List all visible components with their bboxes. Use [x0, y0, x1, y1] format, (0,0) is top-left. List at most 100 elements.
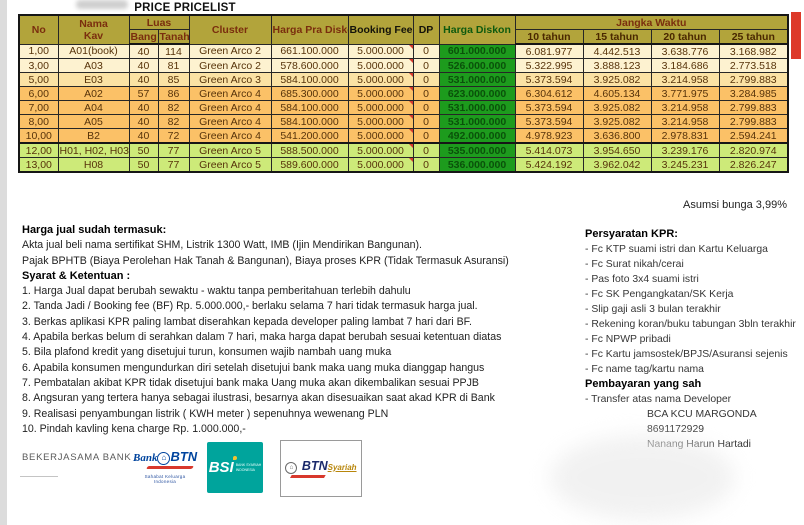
- cell-kav: H08: [57, 157, 130, 173]
- included-lines: Akta jual beli nama sertifikat SHM, List…: [22, 238, 567, 269]
- cell-fee: 5.000.000: [347, 157, 414, 173]
- cell-t20: 2.978.831: [650, 128, 720, 144]
- term-item: 7. Pembatalan akibat KPR tidak disetujui…: [22, 376, 479, 389]
- cell-dp: 0: [412, 58, 440, 73]
- col-header-harga-pra-diskon: Harga Pra Diskon: [270, 14, 349, 45]
- cell-t10: 5.373.594: [514, 114, 584, 129]
- term-item: 9. Realisasi penyambungan listrik ( KWH …: [22, 407, 389, 420]
- col-header-tenor-10: 10 tahun: [514, 29, 584, 45]
- cell-bang: 40: [128, 58, 159, 73]
- kpr-item: - Fc Surat nikah/cerai: [585, 259, 684, 270]
- table-row: 8,00 A05 40 82 Green Arco 4 584.100.000 5.000.…: [18, 114, 789, 129]
- cell-pra: 584.100.000: [270, 114, 349, 129]
- cell-t25: 2.799.883: [718, 72, 789, 87]
- kpr-item: - Rekening koran/buku tabungan 3bln tera…: [585, 319, 796, 330]
- included-line: Akta jual beli nama sertifikat SHM, List…: [22, 239, 422, 252]
- cell-no: 7,00: [18, 100, 59, 115]
- cell-t25: 2.820.974: [718, 142, 789, 158]
- kpr-item: - Fc SK Pengangkatan/SK Kerja: [585, 289, 734, 300]
- faint-line: [20, 476, 58, 477]
- table-row: 7,00 A04 40 82 Green Arco 4 584.100.000 5.000.…: [18, 100, 789, 115]
- price-table-body: 1,00 A01(book) 40 114 Green Arco 2 661.100.00…: [18, 43, 789, 173]
- cell-diskon: 531.000.000: [438, 100, 516, 115]
- red-swoosh-icon: [146, 466, 194, 469]
- bank-partners-label: BEKERJASAMA BANK :: [22, 452, 139, 463]
- bank-btn-word: Bank: [133, 452, 158, 464]
- cell-t10: 4.978.923: [514, 128, 584, 144]
- term-item: 3. Berkas aplikasi KPR paling lambat dis…: [22, 315, 472, 328]
- cell-pra: 661.100.000: [270, 43, 349, 59]
- term-item: 5. Bila plafond kredit yang disetujui tu…: [22, 346, 392, 359]
- cell-t20: 3.214.958: [650, 72, 720, 87]
- term-item: 8. Angsuran yang tertera hanya sebagai i…: [22, 392, 495, 405]
- cell-fee: 5.000.000: [347, 86, 414, 101]
- kpr-item: - Pas foto 3x4 suami istri: [585, 274, 699, 285]
- term-item: 2. Tanda Jadi / Booking fee (BF) Rp. 5.0…: [22, 300, 478, 313]
- cell-kav: A01(book): [57, 43, 130, 59]
- cell-t15: 3.925.082: [582, 100, 652, 115]
- payment-detail: 8691172929: [647, 424, 705, 435]
- cell-kav: E03: [57, 72, 130, 87]
- cell-t15: 3.636.800: [582, 128, 652, 144]
- cell-dp: 0: [412, 142, 440, 158]
- left-edge-strip: [0, 0, 7, 525]
- kpr-item: - Fc Kartu jamsostek/BPJS/Asuransi sejen…: [585, 349, 788, 360]
- term-item: 10. Pindah kavling kena charge Rp. 1.000…: [22, 422, 246, 435]
- table-row: 10,00 B2 40 72 Green Arco 4 541.200.000 5.000.…: [18, 128, 789, 144]
- cell-dp: 0: [412, 72, 440, 87]
- kpr-item: - Fc NPWP pribadi: [585, 334, 671, 345]
- cell-kav: B2: [57, 128, 130, 144]
- cell-tanah: 72: [157, 128, 190, 144]
- term-item: 1. Harga Jual dapat berubah sewaktu - wa…: [22, 285, 411, 298]
- price-table-header: No Nama Kav Luas Cluster Harga Pra Disko…: [18, 14, 789, 45]
- cell-dp: 0: [412, 100, 440, 115]
- cell-diskon: 531.000.000: [438, 72, 516, 87]
- cell-fee: 5.000.000: [347, 72, 414, 87]
- cell-t20: 3.245.231: [650, 157, 720, 173]
- cell-no: 12,00: [18, 142, 59, 158]
- table-row: 5,00 E03 40 85 Green Arco 3 584.100.000 5.000.…: [18, 72, 789, 87]
- cell-bang: 50: [128, 157, 159, 173]
- cell-dp: 0: [412, 86, 440, 101]
- cell-no: 8,00: [18, 114, 59, 129]
- house-icon: ⌂: [285, 461, 298, 474]
- table-row: 6,00 A02 57 86 Green Arco 4 685.300.000 5.000.…: [18, 86, 789, 101]
- price-table: No Nama Kav Luas Cluster Harga Pra Disko…: [18, 14, 790, 173]
- kpr-item: - Fc name tag/kartu nama: [585, 364, 704, 375]
- bank-btn-acronym: BTN: [170, 449, 198, 464]
- col-header-luas: Luas: [128, 14, 190, 30]
- cell-tanah: 82: [157, 114, 190, 129]
- col-header-no: No: [18, 14, 59, 45]
- cell-t25: 2.773.518: [718, 58, 789, 73]
- cell-pra: 584.100.000: [270, 72, 349, 87]
- cell-fee: 5.000.000: [347, 114, 414, 129]
- kpr-heading: Persyaratan KPR:: [585, 228, 678, 240]
- blur-smudge: [76, 0, 128, 9]
- cell-cluster: Green Arco 2: [188, 43, 272, 59]
- bank-btn-wordmark: Bank ⌂ BTN: [133, 450, 197, 465]
- cell-diskon: 535.000.000: [438, 142, 516, 158]
- cell-pra: 578.600.000: [270, 58, 349, 73]
- col-header-dp: DP: [412, 14, 440, 45]
- bsi-tagline-line2: INDONESIA: [235, 467, 255, 472]
- cell-diskon: 623.000.000: [438, 86, 516, 101]
- cell-kav: A03: [57, 58, 130, 73]
- cell-tanah: 77: [157, 157, 190, 173]
- cell-diskon: 531.000.000: [438, 114, 516, 129]
- cell-t20: 3.638.776: [650, 43, 720, 59]
- cell-t20: 3.184.686: [650, 58, 720, 73]
- house-icon: ⌂: [157, 452, 171, 465]
- col-header-bang: Bang: [128, 29, 159, 45]
- cell-dp: 0: [412, 157, 440, 173]
- kpr-item: - Slip gaji asli 3 bulan terakhir: [585, 304, 721, 315]
- cell-diskon: 601.000.000: [438, 43, 516, 59]
- table-row: 13,00 H08 50 77 Green Arco 5 589.600.000 5.000…: [18, 157, 789, 173]
- cell-t15: 3.962.042: [582, 157, 652, 173]
- cell-no: 3,00: [18, 58, 59, 73]
- btn-syariah-acronym: BTN: [301, 458, 328, 473]
- cell-dp: 0: [412, 128, 440, 144]
- cell-pra: 685.300.000: [270, 86, 349, 101]
- bsi-wordmark: BSI: [208, 456, 237, 476]
- terms-list: 1. Harga Jual dapat berubah sewaktu - wa…: [22, 284, 567, 437]
